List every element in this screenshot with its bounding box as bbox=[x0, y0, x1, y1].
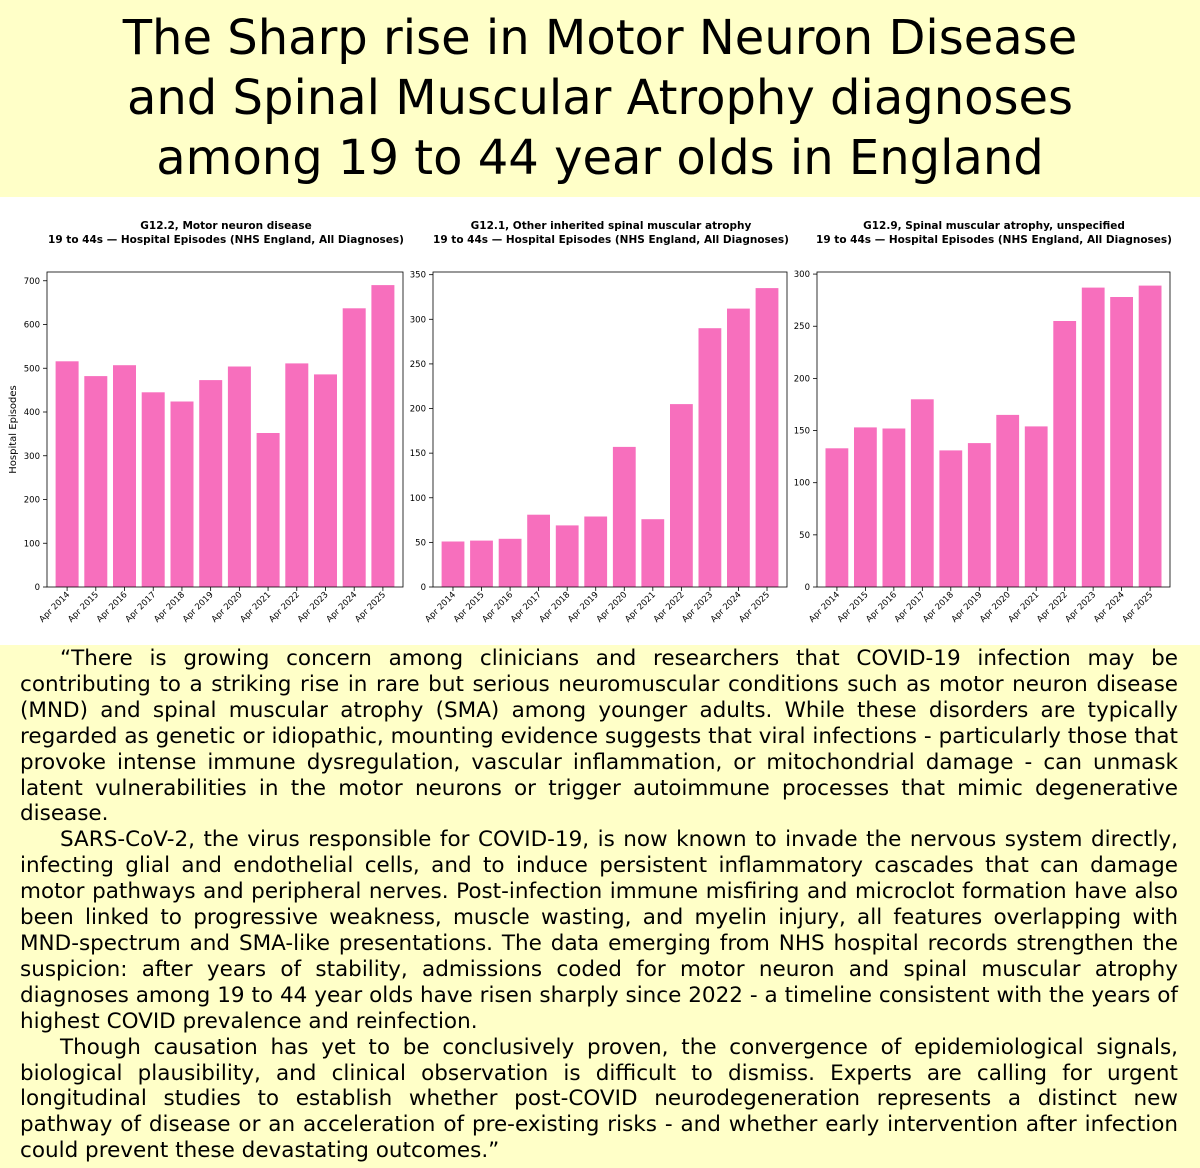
chart-2-ytick-label-8: 350 bbox=[410, 271, 426, 281]
chart-2-bar-1 bbox=[441, 541, 465, 587]
chart-2-bar-7 bbox=[612, 446, 636, 587]
chart-3-subtitle: 19 to 44s — Hospital Episodes (NHS Engla… bbox=[816, 234, 1172, 246]
chart-3-bar-9 bbox=[1053, 321, 1077, 587]
chart-1-ytick-label-4: 300 bbox=[24, 452, 40, 462]
chart-2-frame bbox=[432, 271, 788, 588]
chart-1-xtick-label-12: Apr 2025 bbox=[353, 590, 388, 625]
chart-2-ytick-label-4: 150 bbox=[410, 449, 426, 459]
chart-2-bar-6 bbox=[584, 516, 608, 587]
chart-3-bar-3 bbox=[882, 428, 906, 587]
chart-3-bar-2 bbox=[854, 427, 877, 587]
chart-3-bar-5 bbox=[939, 450, 963, 587]
chart-1-frame bbox=[46, 271, 404, 588]
chart-3-bar-7 bbox=[996, 414, 1020, 587]
chart-3-ytick-label-7: 300 bbox=[794, 270, 810, 280]
chart-1-ylabel: Hospital Episodes bbox=[8, 385, 19, 473]
chart-1-bar-3 bbox=[113, 365, 136, 587]
quote-paragraph-1: “There is growing concern among clinicia… bbox=[20, 646, 1178, 827]
quote-paragraph-3: Though causation has yet to be conclusiv… bbox=[20, 1034, 1178, 1164]
chart-3-bar-1 bbox=[825, 448, 849, 587]
chart-1-bar-5 bbox=[170, 401, 194, 587]
title-line-3: among 19 to 44 year olds in England bbox=[156, 130, 1044, 186]
chart-1-bar-9 bbox=[285, 363, 309, 587]
title-line-1: The Sharp rise in Motor Neuron Disease bbox=[122, 10, 1078, 66]
chart-2-ytick-label-2: 50 bbox=[415, 538, 426, 548]
chart-3-bar-8 bbox=[1024, 426, 1048, 587]
chart-3-ytick-label-4: 150 bbox=[794, 427, 810, 437]
chart-1-bar-7 bbox=[227, 366, 251, 587]
chart-1-ytick-label-8: 700 bbox=[24, 277, 40, 287]
chart-1-bar-11 bbox=[342, 308, 366, 587]
chart-2-bar-11 bbox=[727, 308, 750, 587]
chart-1-ytick-label-3: 200 bbox=[24, 496, 40, 506]
chart-1-subtitle: 19 to 44s — Hospital Episodes (NHS Engla… bbox=[48, 234, 404, 246]
charts-panel: G12.2, Motor neuron disease 19 to 44s — H… bbox=[0, 197, 1200, 645]
chart-3-xtick-label-12: Apr 2025 bbox=[1121, 590, 1156, 625]
chart-3-bar-10 bbox=[1081, 287, 1105, 587]
chart-3-ytick-label-3: 100 bbox=[794, 479, 810, 489]
chart-2-ytick-label-1: 0 bbox=[421, 583, 426, 593]
chart-2-ytick-label-5: 200 bbox=[410, 405, 426, 415]
chart-2-ytick-label-7: 300 bbox=[410, 315, 426, 325]
chart-1-bar-1 bbox=[55, 361, 79, 588]
chart-1-title: G12.2, Motor neuron disease bbox=[140, 220, 311, 232]
chart-2-bar-5 bbox=[555, 525, 579, 587]
chart-3-bar-4 bbox=[910, 399, 934, 587]
quote-body: “There is growing concern among clinicia… bbox=[20, 646, 1178, 1164]
chart-1-bar-12 bbox=[371, 285, 395, 587]
quote-paragraph-2: SARS-CoV-2, the virus responsible for CO… bbox=[20, 827, 1178, 1034]
chart-2-bar-4 bbox=[527, 514, 550, 587]
chart-3-ytick-label-2: 50 bbox=[799, 531, 810, 541]
chart-1-ytick-label-2: 100 bbox=[24, 539, 40, 549]
chart-2-ytick-label-3: 100 bbox=[410, 494, 426, 504]
chart-3-ytick-label-6: 250 bbox=[794, 322, 810, 332]
chart-1-bar-4 bbox=[141, 392, 165, 587]
chart-3-frame bbox=[816, 271, 1171, 588]
chart-1-ytick-label-7: 600 bbox=[24, 321, 40, 331]
chart-2-bar-12 bbox=[755, 288, 779, 587]
chart-1-ytick-label-6: 500 bbox=[24, 364, 40, 374]
chart-2-title: G12.1, Other inherited spinal muscular a… bbox=[471, 220, 752, 232]
chart-1-bar-10 bbox=[314, 374, 337, 587]
chart-2-bar-8 bbox=[641, 519, 665, 587]
chart-1-ytick-label-5: 400 bbox=[24, 408, 40, 418]
chart-3-title: G12.9, Spinal muscular atrophy, unspecif… bbox=[863, 220, 1125, 232]
page-title: The Sharp rise in Motor Neuron Disease a… bbox=[0, 0, 1200, 197]
chart-3-ytick-label-5: 200 bbox=[794, 374, 810, 384]
chart-3-ytick-label-1: 0 bbox=[805, 583, 810, 593]
chart-2-bar-3 bbox=[498, 538, 522, 587]
chart-3-bar-12 bbox=[1138, 285, 1162, 587]
chart-2-xtick-label-12: Apr 2025 bbox=[737, 590, 772, 625]
charts-svg: G12.2, Motor neuron disease 19 to 44s — H… bbox=[8, 220, 1172, 625]
chart-2-bar-10 bbox=[698, 328, 722, 587]
chart-1-bar-2 bbox=[84, 376, 108, 587]
chart-3-bar-11 bbox=[1110, 297, 1133, 587]
chart-2-ytick-label-6: 250 bbox=[410, 360, 426, 370]
chart-1-bar-8 bbox=[256, 433, 280, 587]
chart-2-subtitle: 19 to 44s — Hospital Episodes (NHS Engla… bbox=[433, 234, 789, 246]
chart-3-bar-6 bbox=[967, 443, 991, 587]
chart-2-bar-9 bbox=[670, 404, 693, 587]
chart-1-ytick-label-1: 0 bbox=[35, 583, 40, 593]
chart-2-bar-2 bbox=[470, 540, 493, 587]
title-line-2: and Spinal Muscular Atrophy diagnoses bbox=[126, 70, 1074, 126]
chart-1-bar-6 bbox=[199, 380, 223, 587]
